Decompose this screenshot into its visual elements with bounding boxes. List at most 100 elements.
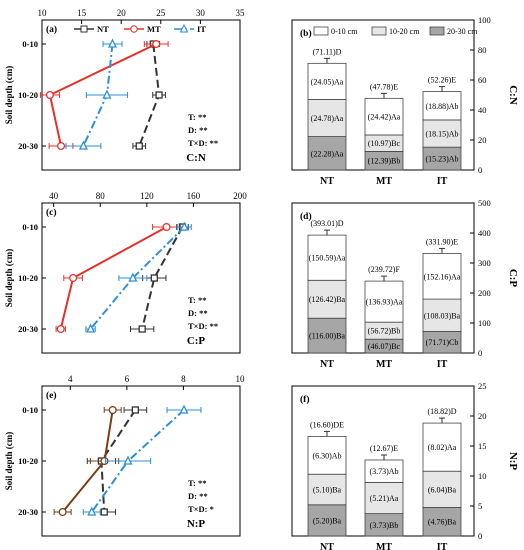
y-tick-label: 60 <box>478 75 487 85</box>
segment-label: (126.42)Ba <box>309 295 346 304</box>
bar-segment <box>307 99 347 137</box>
legend-label: NT <box>97 24 109 34</box>
bar-segment <box>307 317 347 354</box>
legend-label: 0-10 cm <box>331 27 358 36</box>
legend-swatch <box>429 26 445 36</box>
legend-label: MT <box>147 24 161 34</box>
total-label: (239.72)F <box>368 265 400 274</box>
bar-segment <box>307 473 347 506</box>
bar-segment <box>307 435 347 475</box>
series-line-IT <box>89 226 185 330</box>
marker-circle <box>152 39 161 49</box>
stat-text: T: ** <box>188 478 207 488</box>
marker-circle <box>162 222 171 232</box>
y-tick-label: 10 <box>478 471 487 481</box>
stat-text: T×D: * <box>188 504 214 514</box>
marker-triangle <box>179 404 189 414</box>
total-label: (52.26)E <box>428 76 456 85</box>
segment-label: (150.59)Aa <box>309 254 346 263</box>
category-label: IT <box>437 542 448 550</box>
y-tick-label: 200 <box>478 288 491 298</box>
panel-letter: (d) <box>300 211 312 222</box>
segment-label: (18.15)Ab <box>425 130 458 139</box>
panel-letter: (f) <box>300 394 310 405</box>
panel-ratio-label: C:N <box>186 152 206 164</box>
y-tick-label: 20 <box>478 411 487 421</box>
segment-label: (46.07)Bc <box>368 342 401 351</box>
x-tick-label: 120 <box>140 191 154 201</box>
y-tick-label: 500 <box>478 198 491 208</box>
x-tick-label: 80 <box>96 191 106 201</box>
segment-label: (18.88)Ab <box>425 102 458 111</box>
segment-label: (10.97)Bc <box>368 139 401 148</box>
total-label: (18.82)D <box>427 407 456 416</box>
y-axis-title: Soil depth (cm) <box>4 66 14 125</box>
legend-marker <box>80 25 88 33</box>
bar-segment <box>307 234 347 281</box>
bar-segment <box>422 507 462 537</box>
legend-label: 20-30 cm <box>447 27 478 36</box>
y-axis-title: Soil depth (cm) <box>4 432 14 491</box>
segment-label: (12.39)Bb <box>368 157 401 166</box>
segment-label: (24.78)Aa <box>311 114 344 123</box>
bar-panel-2 <box>291 385 475 537</box>
panel-letter: (e) <box>46 390 57 401</box>
segment-label: (56.72)Bb <box>368 327 401 336</box>
y-tick-label: 0 <box>478 165 482 175</box>
legend-swatch <box>313 26 329 36</box>
stat-text: T×D: ** <box>188 321 218 331</box>
x-tick-label: 160 <box>187 191 201 201</box>
marker-circle <box>108 405 117 415</box>
category-label: MT <box>376 542 392 550</box>
marker-square <box>138 325 146 333</box>
marker-square <box>150 274 158 282</box>
y-tick-label: 5 <box>478 501 482 511</box>
category-label: MT <box>376 176 392 187</box>
marker-square <box>155 91 163 99</box>
marker-square <box>131 406 139 414</box>
total-label: (12.67)E <box>370 444 398 453</box>
y-tick-label: 0 <box>478 348 482 358</box>
total-label: (47.78)E <box>370 82 398 91</box>
panel-ratio-label: C:P <box>507 269 519 288</box>
category-label: NT <box>320 176 334 187</box>
bar-segment <box>364 481 404 515</box>
x-tick-label: 25 <box>156 8 166 18</box>
category-label: MT <box>376 359 392 370</box>
x-tick-label: 4 <box>68 374 73 384</box>
segment-label: (108.03)Ba <box>424 311 461 320</box>
stat-text: T: ** <box>188 295 207 305</box>
panel-letter: (b) <box>300 28 312 39</box>
panel-letter: (c) <box>46 207 57 218</box>
y-tick-label: 20 <box>478 135 487 145</box>
y-tick-label: 40 <box>478 105 487 115</box>
bar-segment <box>307 279 347 319</box>
y-tick-label: 25 <box>478 381 487 391</box>
y-tick-label: 10-20 <box>18 90 38 100</box>
category-label: IT <box>437 176 448 187</box>
bar-segment <box>307 504 347 537</box>
y-tick-label: 100 <box>478 318 491 328</box>
bar-segment <box>422 253 462 300</box>
total-label: (71.11)D <box>313 47 342 56</box>
panel-letter: (a) <box>46 24 57 35</box>
bar-segment <box>422 91 462 121</box>
total-label: (393.01)D <box>310 219 343 228</box>
marker-triangle <box>128 272 138 282</box>
bar-segment <box>307 62 347 100</box>
marker-triangle <box>107 38 118 48</box>
segment-label: (5.10)Ba <box>313 486 342 495</box>
marker-triangle <box>102 89 112 99</box>
x-tick-label: 35 <box>236 8 246 18</box>
stat-text: D: ** <box>188 308 208 318</box>
marker-triangle <box>123 455 133 465</box>
line-panel-0 <box>39 19 241 171</box>
panel-ratio-label: C:N <box>507 85 519 105</box>
legend-label: 10-20 cm <box>389 27 420 36</box>
y-tick-label: 20-30 <box>18 324 38 334</box>
segment-label: (22.28)Aa <box>311 149 344 158</box>
y-tick-label: 15 <box>478 441 487 451</box>
bar-panel-0 <box>291 19 475 171</box>
segment-label: (71.71)Cb <box>426 338 459 347</box>
